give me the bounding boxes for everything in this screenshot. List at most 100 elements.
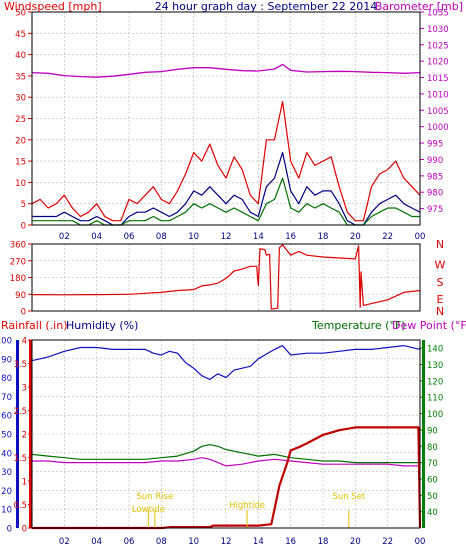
humidity-line — [31, 345, 421, 381]
direction-tick-label: 270 — [10, 257, 26, 267]
humidity-axis-title: Humidity (%) — [66, 319, 138, 332]
temperature-tick-label: 90 — [427, 426, 438, 436]
wind-x-tick-label: 16 — [285, 232, 296, 242]
barometer-tick-label: 985 — [427, 172, 443, 182]
rainfall-tick-label: 0 — [22, 525, 27, 535]
wind-x-tick-label: 08 — [156, 232, 167, 242]
compass-letter: E — [437, 293, 444, 306]
barometer-tick-label: 980 — [427, 189, 443, 199]
grid-layer — [32, 12, 421, 528]
wind-tick-label: 25 — [15, 115, 26, 125]
temperature-line — [31, 444, 420, 464]
barometer-tick-label: 975 — [427, 205, 443, 215]
windspeed-axis-title: Windspeed [mph] — [4, 0, 102, 13]
compass-letter: N — [436, 238, 444, 251]
wind-tick-label: 30 — [15, 94, 26, 104]
wind-tick-label: 0 — [21, 222, 26, 232]
humidity-tick-label: 20 — [1, 487, 12, 497]
lower-x-tick-label: 22 — [382, 537, 393, 547]
temperature-tick-label: 120 — [427, 377, 443, 387]
wind-tick-label: 15 — [15, 158, 26, 168]
lower-x-tick-label: 10 — [188, 537, 199, 547]
lower-x-tick-label: 08 — [156, 537, 167, 547]
rainfall-tick-label: 2.5 — [13, 407, 27, 417]
humidity-tick-label: 50 — [1, 431, 12, 441]
temperature-tick-label: 100 — [427, 410, 443, 420]
wind-x-tick-label: 14 — [253, 232, 264, 242]
humidity-tick-label: 80 — [1, 374, 12, 384]
temperature-tick-label: 50 — [427, 492, 438, 502]
frame-layer — [16, 11, 425, 529]
barometer-tick-label: 1010 — [427, 90, 449, 100]
barometer-line — [31, 63, 421, 78]
lower-x-tick-label: 16 — [285, 537, 296, 547]
temperature-tick-label: 70 — [427, 459, 438, 469]
humidity-tick-label: 40 — [1, 449, 12, 459]
temperature-axis-bar — [422, 340, 425, 528]
direction-tick-label: 360 — [10, 241, 26, 251]
wind-tick-label: 35 — [15, 72, 26, 82]
barometer-tick-label: 1015 — [427, 74, 449, 84]
wind-x-tick-label: 04 — [91, 232, 102, 242]
rainfall-tick-label: 3.5 — [13, 360, 27, 370]
temperature-tick-label: 140 — [427, 345, 443, 355]
temperature-tick-label: 40 — [427, 508, 438, 518]
wind-tick-label: 10 — [15, 179, 26, 189]
rainfall-tick-label: 2 — [22, 431, 27, 441]
wind-direction-line — [31, 244, 421, 310]
direction-panel-frame — [31, 243, 421, 312]
humidity-tick-label: 70 — [1, 393, 12, 403]
dewpoint-axis-title: Dew Point (°F) — [392, 319, 466, 332]
humidity-tick-label: 0 — [7, 525, 12, 535]
barometer-tick-label: 1030 — [427, 25, 449, 35]
wind-x-tick-label: 22 — [382, 232, 393, 242]
lower-x-tick-label: 00 — [415, 537, 426, 547]
barometer-tick-label: 1000 — [427, 123, 449, 133]
barometer-tick-label: 1005 — [427, 107, 449, 117]
rainfall-tick-label: 3 — [22, 384, 27, 394]
lower-x-tick-label: 14 — [253, 537, 264, 547]
lower-panel-frame — [31, 339, 421, 529]
lower-x-tick-label: 06 — [124, 537, 135, 547]
barometer-axis-title: Barometer [mb] — [375, 0, 463, 13]
event-label: Lowtide — [132, 505, 165, 515]
rainfall-axis-title: Rainfall (.in) — [1, 319, 68, 332]
wind-x-tick-label: 00 — [415, 232, 426, 242]
rainfall-tick-label: 0.5 — [13, 501, 27, 511]
lower-x-tick-label: 02 — [59, 537, 70, 547]
rainfall-tick-label: 4 — [22, 337, 27, 347]
temperature-tick-label: 80 — [427, 443, 438, 453]
direction-tick-label: 0 — [21, 308, 26, 318]
wind-tick-label: 20 — [15, 136, 26, 146]
lower-x-tick-label: 12 — [221, 537, 232, 547]
dew-point-line — [32, 457, 420, 467]
lower-x-tick-label: 04 — [91, 537, 102, 547]
direction-tick-label: 180 — [10, 274, 26, 284]
rainfall-line — [32, 426, 422, 530]
rainfall-tick-label: 1 — [22, 478, 27, 488]
humidity-tick-label: 90 — [1, 355, 12, 365]
humidity-axis-bar — [16, 340, 19, 528]
temperature-axis-title: Temperature (°F) — [311, 319, 406, 332]
wind-gust-line — [31, 100, 421, 222]
barometer-tick-label: 995 — [427, 140, 443, 150]
wind-x-tick-label: 10 — [188, 232, 199, 242]
lower-x-tick-label: 18 — [318, 537, 329, 547]
wind-tick-label: 45 — [15, 30, 26, 40]
temperature-tick-label: 60 — [427, 475, 438, 485]
humidity-tick-label: 100 — [0, 337, 12, 347]
event-label: Hightide — [229, 501, 265, 511]
barometer-tick-label: 1025 — [427, 41, 449, 51]
compass-letter: W — [435, 259, 446, 272]
wind-tick-label: 5 — [21, 200, 26, 210]
compass-letter: S — [437, 276, 444, 289]
rainfall-tick-label: 1.5 — [13, 454, 27, 464]
barometer-tick-label: 1020 — [427, 58, 449, 68]
wind-tick-label: 40 — [15, 51, 26, 61]
temperature-tick-label: 130 — [427, 361, 443, 371]
event-label: Sun Set — [332, 492, 365, 502]
direction-tick-label: 90 — [15, 291, 26, 301]
rainfall-axis-bar — [29, 340, 32, 528]
